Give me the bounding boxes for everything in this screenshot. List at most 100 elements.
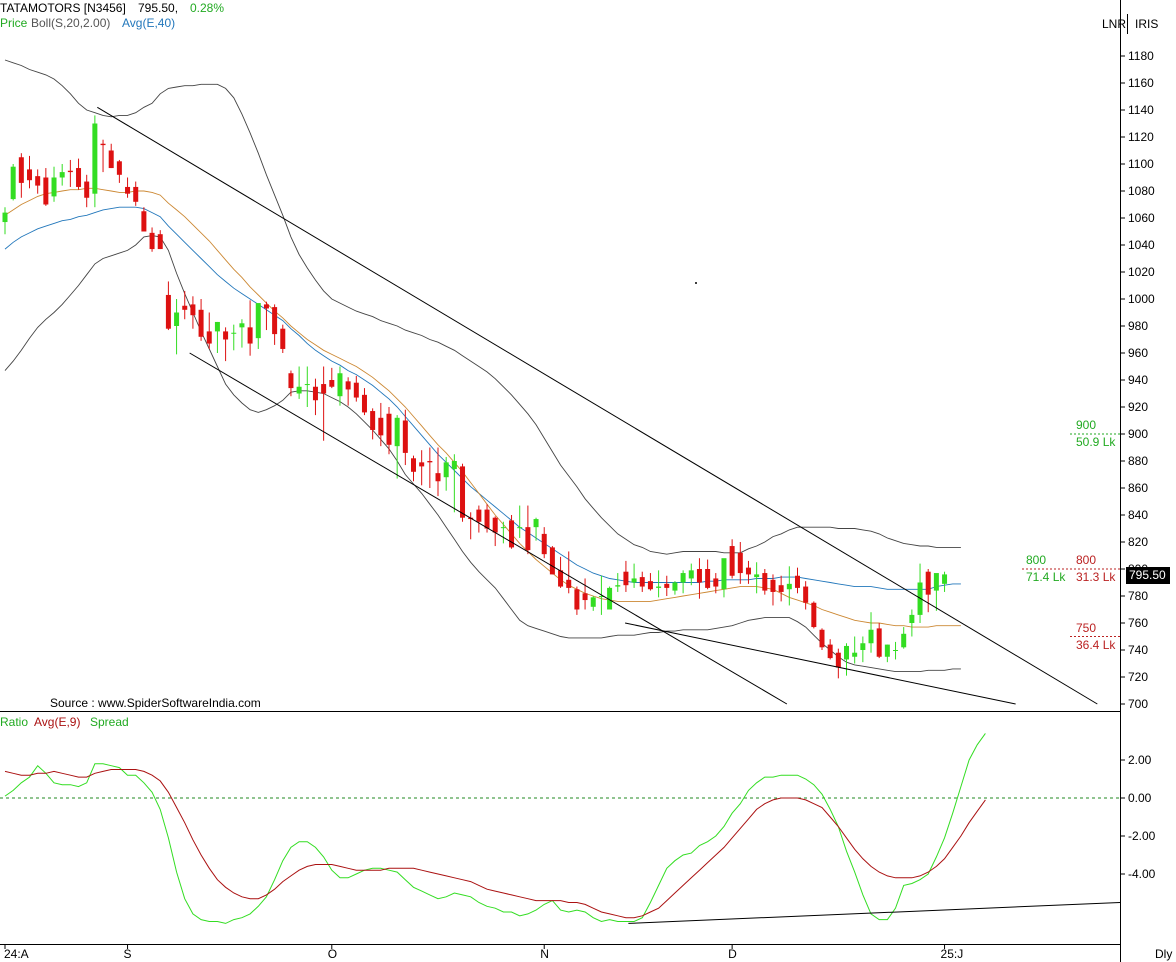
candle-down [76,168,82,187]
candle-up [852,652,858,657]
candle-down [133,186,139,202]
candle-up [517,527,523,529]
candle-up [844,645,850,660]
candle-down [43,177,49,205]
volume-750-label: 36.4 Lk [1076,638,1116,652]
price-tick-label: 1080 [1128,184,1155,198]
candle-up [533,519,539,528]
candle-down [149,232,155,250]
price-tick-label: 860 [1128,481,1148,495]
price-tick-label: 900 [1128,427,1148,441]
legend-ratio[interactable]: Ratio [0,715,29,729]
candle-up [239,323,245,328]
candle-up [893,650,899,651]
candle-down [803,586,809,603]
candle-up [901,633,907,648]
time-tick-label: D [728,947,737,961]
candle-down [778,585,784,592]
candle-down [811,602,817,628]
candle-down [125,186,131,194]
candle-down [411,458,416,472]
candle-up [721,558,727,590]
price-label: 795.50, [138,1,179,15]
candle-down [925,571,931,595]
last-price-value: 795.50 [1129,568,1166,582]
ratio-trendline [628,902,1120,924]
price-tick-label: 880 [1128,454,1148,468]
candle-down [353,382,359,398]
candle-down [100,143,106,146]
candle-up [884,644,890,657]
candle-down [280,328,286,349]
candle-up [296,386,302,394]
candle-down [157,234,163,250]
scale-mode-lnr[interactable]: LNR [1102,17,1127,31]
candle-up [304,384,310,386]
candle-up [868,629,874,644]
boll-upper-line [4,59,961,555]
level-900-label: 900 [1076,418,1097,432]
candle-down [141,211,147,232]
legend-avg40[interactable]: Avg(E,40) [122,16,176,30]
candle-down [108,150,114,169]
legend-spread[interactable]: Spread [90,715,129,729]
legend-price[interactable]: Price [0,16,28,30]
candle-up [672,582,678,591]
candle-up [443,462,449,478]
price-tick-label: 920 [1128,400,1148,414]
symbol-label: TATAMOTORS [N3456] [0,1,126,15]
price-tick-label: 1060 [1128,211,1155,225]
ratio-avg-line [4,769,986,919]
time-tick-label: 25:J [941,947,964,961]
candle-up [590,597,596,607]
ratio-tick-label: -4.00 [1128,867,1156,881]
candle-down [835,652,841,668]
candle-down [247,327,253,344]
chart-dot-marker [695,282,697,284]
candle-down [876,628,882,657]
legend-ratio-avg[interactable]: Avg(E,9) [34,715,81,729]
level-750-label: 750 [1076,621,1097,635]
indicator-iris[interactable]: IRIS [1135,17,1159,31]
candle-down [67,170,73,173]
candle-down [696,569,702,583]
period-label[interactable]: Dly [1155,947,1173,961]
level-800-red-label: 800 [1076,553,1097,567]
candle-down [435,473,441,482]
boll-mid-line [4,187,961,628]
candle-up [451,461,457,470]
candle-up [942,574,948,584]
volume-800-red-label: 31.3 Lk [1076,570,1116,584]
candle-down [198,309,204,337]
ratio-tick-label: 0.00 [1128,791,1152,805]
candle-down [361,394,367,413]
legend-boll[interactable]: Boll(S,20,2.00) [31,16,111,30]
candle-up [231,332,237,334]
candle-up [174,312,180,326]
candle-down [84,181,90,198]
volume-900-label: 50.9 Lk [1076,435,1116,449]
candle-down [378,417,384,436]
price-trendline [189,352,788,705]
price-tick-label: 940 [1128,373,1148,387]
last-price-tag: 795.50 [1126,567,1170,584]
candle-up [92,123,98,194]
candle-down [549,547,555,575]
price-tick-label: 760 [1128,616,1148,630]
candle-down [460,466,466,518]
candle-down [419,462,425,467]
candle-up [688,570,694,579]
ratio-pane [4,733,1120,924]
price-tick-label: 840 [1128,508,1148,522]
candle-down [18,157,24,183]
level-800-green-label: 800 [1026,553,1047,567]
candle-down [574,589,580,610]
candle-down [272,307,278,335]
spread-line [4,733,986,924]
candle-down [794,575,800,588]
price-tick-label: 1140 [1128,103,1154,117]
time-tick-label: 24:A [4,947,29,961]
candle-up [59,172,65,178]
price-tick-label: 1180 [1128,49,1154,63]
